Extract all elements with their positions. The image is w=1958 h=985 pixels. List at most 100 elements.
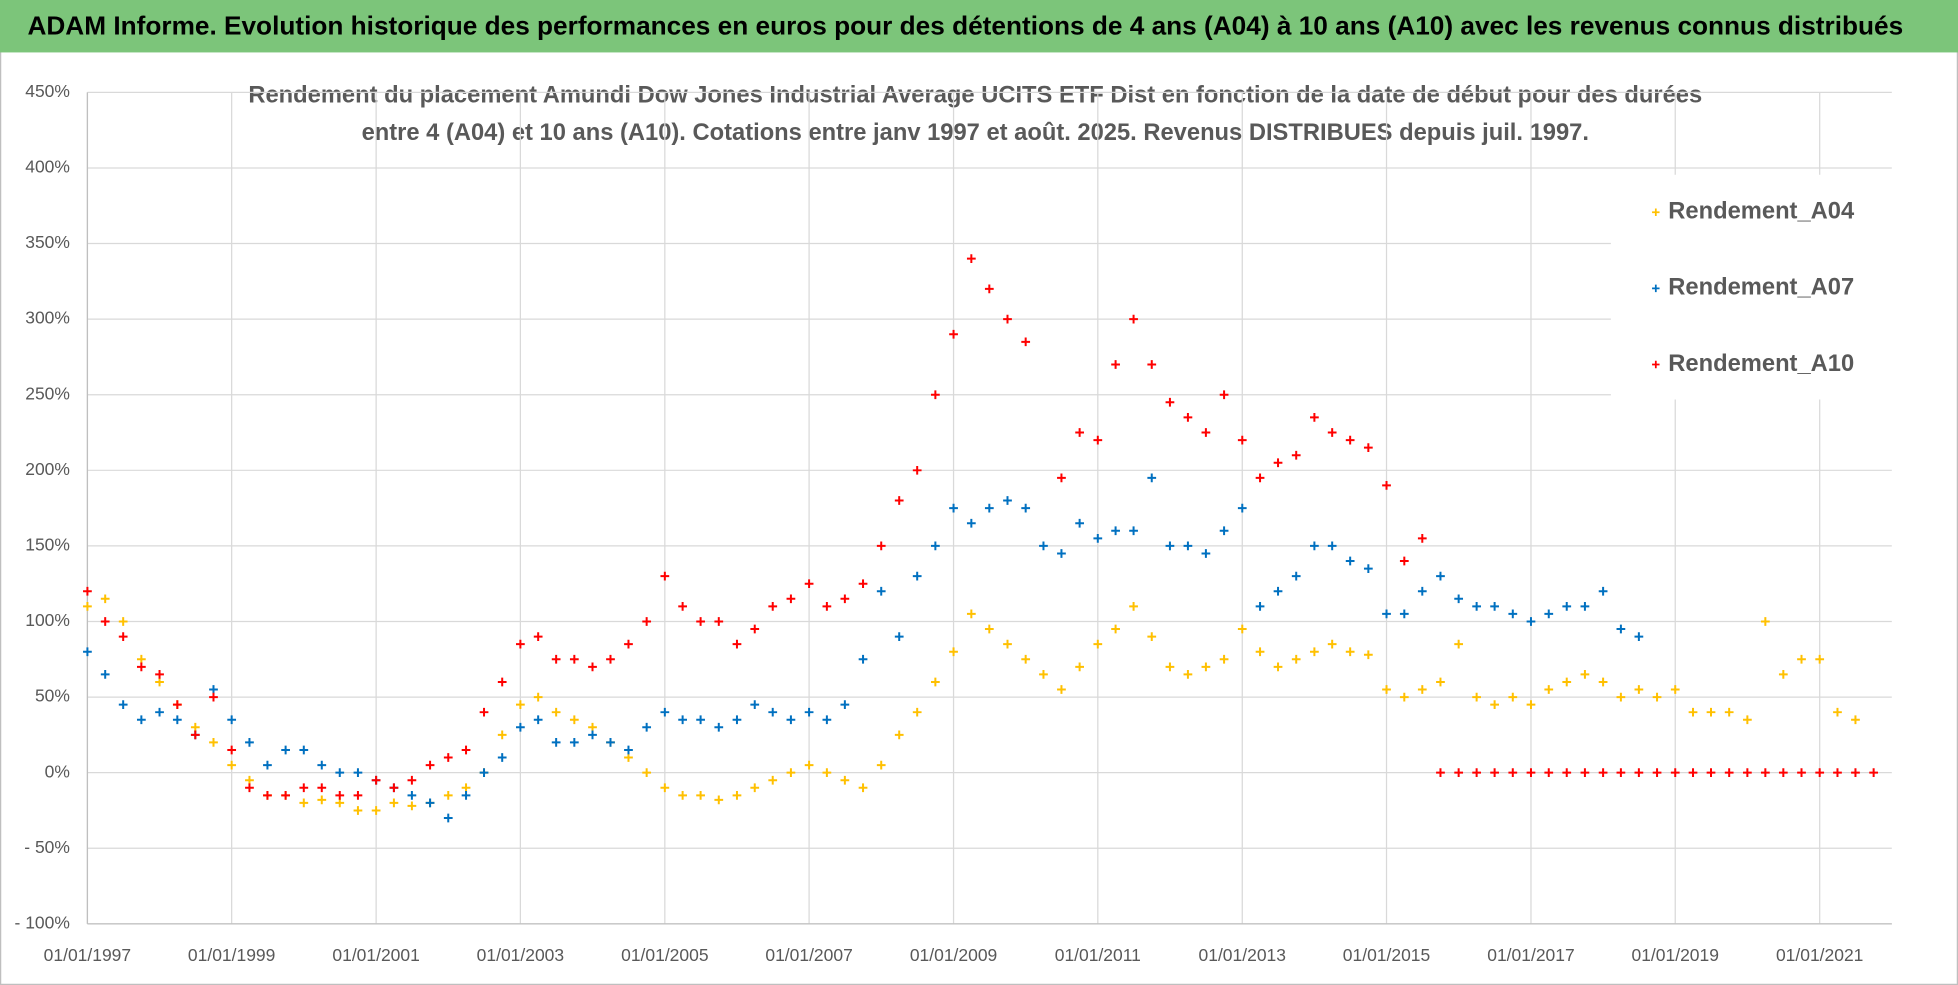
point — [371, 806, 381, 815]
point — [1291, 450, 1301, 460]
grid — [86, 91, 1892, 925]
point — [642, 617, 652, 626]
point — [1851, 768, 1860, 778]
point — [876, 541, 886, 551]
point — [136, 715, 146, 725]
point — [497, 677, 507, 687]
point — [660, 783, 670, 793]
point — [1039, 541, 1048, 551]
point — [1093, 435, 1103, 445]
point — [1490, 601, 1499, 611]
legend-label: Rendement_A04 — [1668, 198, 1855, 224]
point — [750, 783, 760, 793]
point — [1508, 692, 1518, 702]
point — [551, 707, 561, 717]
point — [1382, 609, 1391, 619]
point — [966, 254, 976, 264]
point — [245, 783, 254, 793]
point — [858, 783, 868, 793]
point — [1111, 360, 1120, 369]
point — [299, 798, 309, 808]
point — [949, 329, 958, 339]
point — [83, 647, 92, 657]
point — [1057, 549, 1066, 558]
x-tick-label: 01/01/2019 — [1632, 945, 1719, 965]
point — [930, 390, 940, 400]
point — [461, 790, 471, 800]
point — [984, 284, 994, 294]
point — [1327, 428, 1337, 437]
point — [1129, 601, 1138, 611]
point — [588, 662, 597, 672]
point — [1760, 617, 1770, 626]
point — [516, 722, 525, 732]
point — [317, 760, 327, 770]
point — [1778, 670, 1788, 679]
point — [245, 775, 254, 785]
point — [1652, 768, 1662, 778]
point — [1454, 639, 1464, 649]
point — [1291, 654, 1301, 664]
point — [966, 609, 976, 619]
point — [299, 783, 309, 793]
point — [1526, 700, 1536, 709]
point — [1219, 390, 1229, 400]
point — [768, 707, 778, 717]
point — [1147, 473, 1157, 483]
point — [732, 715, 742, 725]
point — [714, 795, 724, 805]
point — [804, 579, 814, 589]
point — [930, 541, 940, 551]
point — [1003, 639, 1012, 649]
point — [533, 715, 543, 725]
point — [1399, 692, 1409, 702]
point — [678, 790, 687, 800]
point — [1129, 314, 1138, 324]
point — [876, 760, 886, 770]
point — [389, 798, 399, 808]
point — [1345, 556, 1355, 566]
point — [1815, 654, 1825, 664]
point — [1363, 650, 1373, 660]
x-tick-label: 01/01/2009 — [910, 945, 997, 965]
point — [660, 707, 670, 717]
point — [894, 632, 904, 641]
point — [606, 654, 615, 664]
point — [1544, 685, 1554, 694]
point — [1598, 677, 1608, 687]
point — [533, 632, 543, 641]
point — [1129, 526, 1138, 536]
point — [1616, 692, 1626, 702]
point — [894, 730, 904, 740]
y-tick-label: 200% — [25, 459, 70, 479]
point — [642, 768, 652, 778]
point — [1634, 632, 1644, 641]
point — [1490, 700, 1499, 709]
legend-label: Rendement_A07 — [1668, 275, 1854, 301]
point — [1562, 768, 1572, 778]
legend-label: Rendement_A10 — [1668, 351, 1854, 377]
point — [353, 806, 363, 815]
point — [1327, 639, 1337, 649]
point — [1111, 624, 1120, 634]
point — [1201, 428, 1211, 437]
point — [1417, 685, 1427, 694]
x-tick-label: 01/01/2011 — [1055, 945, 1141, 965]
point — [696, 617, 705, 626]
point — [912, 571, 922, 581]
point — [732, 790, 742, 800]
point — [1310, 647, 1319, 657]
point — [155, 707, 164, 717]
point — [966, 518, 976, 528]
point — [443, 753, 453, 762]
point — [984, 624, 994, 634]
point — [858, 579, 868, 589]
point — [1237, 503, 1247, 513]
point — [1183, 670, 1193, 679]
point — [100, 617, 110, 626]
point — [1778, 768, 1788, 778]
point — [1670, 685, 1680, 694]
point — [533, 692, 543, 702]
point — [353, 768, 363, 778]
